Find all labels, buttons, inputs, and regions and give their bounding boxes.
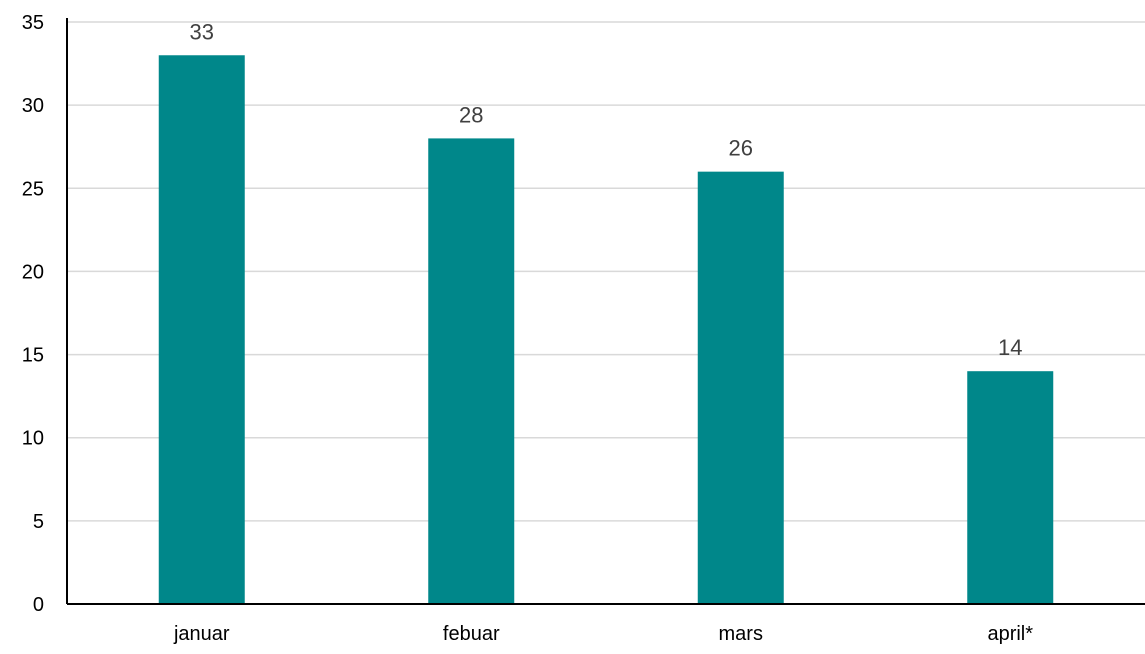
y-axis-tick-labels: 0 5 10 15 20 25 30 35 xyxy=(22,12,44,616)
y-tick-label: 0 xyxy=(33,594,44,616)
bar xyxy=(697,171,784,604)
data-label: 14 xyxy=(998,335,1022,360)
data-label: 26 xyxy=(729,136,753,161)
data-label: 28 xyxy=(459,102,483,127)
bar xyxy=(158,55,245,604)
y-tick-label: 10 xyxy=(22,428,44,450)
axes xyxy=(66,18,1145,605)
x-category-label: febuar xyxy=(443,623,500,645)
bars xyxy=(158,55,1054,604)
x-axis-category-labels: januar febuar mars april* xyxy=(173,623,1033,645)
data-labels: 33 28 26 14 xyxy=(190,19,1023,360)
y-tick-label: 35 xyxy=(22,12,44,34)
bar xyxy=(428,138,515,604)
x-category-label: april* xyxy=(987,623,1033,645)
y-tick-label: 5 xyxy=(33,511,44,533)
y-tick-label: 15 xyxy=(22,345,44,367)
x-category-label: mars xyxy=(719,623,763,645)
gridlines xyxy=(67,21,1145,522)
bar xyxy=(967,371,1054,604)
y-tick-label: 30 xyxy=(22,95,44,117)
y-tick-label: 25 xyxy=(22,178,44,200)
y-tick-label: 20 xyxy=(22,261,44,283)
data-label: 33 xyxy=(190,19,214,44)
x-category-label: januar xyxy=(173,623,230,645)
